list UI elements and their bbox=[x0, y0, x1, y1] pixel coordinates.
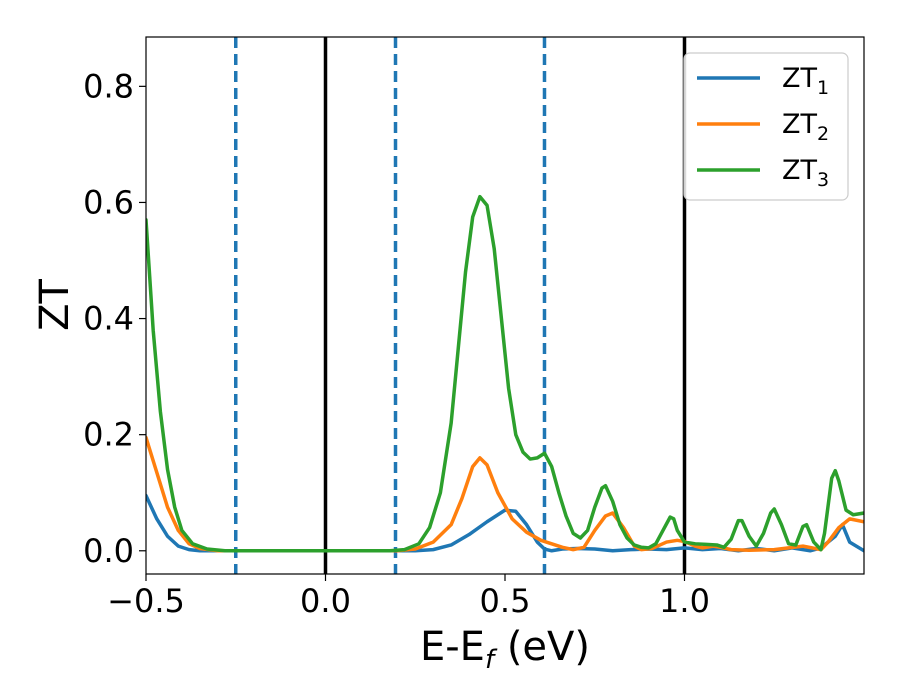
x-tick-label: −0.5 bbox=[107, 582, 185, 620]
legend-box bbox=[683, 52, 849, 201]
legend: ZT1 ZT2 ZT3 bbox=[683, 52, 849, 201]
axis-ticks: −0.5 0.0 0.5 1.0 0.0 0.2 0.4 0.6 0.8 bbox=[83, 67, 710, 620]
y-tick-label: 0.2 bbox=[83, 416, 134, 454]
reference-lines bbox=[234, 37, 687, 574]
y-tick-label: 0.0 bbox=[83, 532, 134, 570]
y-tick-label: 0.8 bbox=[83, 67, 134, 105]
series-line-zt3 bbox=[146, 194, 864, 553]
legend-label-zt2: ZT2 bbox=[782, 109, 829, 145]
x-tick-label: 0.0 bbox=[300, 582, 351, 620]
y-axis-label: ZT bbox=[32, 279, 78, 331]
x-axis-label: E-Ef (eV) bbox=[420, 624, 590, 675]
series-lines bbox=[146, 194, 864, 553]
legend-label-zt1: ZT1 bbox=[782, 63, 829, 99]
legend-label-zt3: ZT3 bbox=[782, 155, 829, 191]
y-tick-label: 0.4 bbox=[83, 300, 134, 338]
x-tick-label: 0.5 bbox=[480, 582, 531, 620]
y-tick-label: 0.6 bbox=[83, 183, 134, 221]
series-line-zt2 bbox=[146, 435, 864, 553]
x-tick-label: 1.0 bbox=[659, 582, 710, 620]
